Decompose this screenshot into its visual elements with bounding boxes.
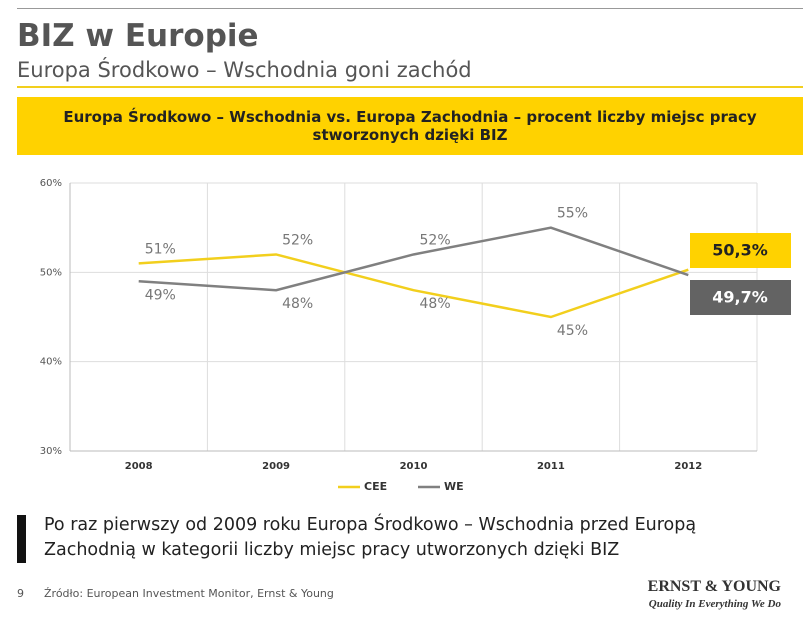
slide-title: BIZ w Europie: [17, 18, 259, 54]
page-number: 9: [17, 587, 24, 600]
conclusion: Po raz pierwszy od 2009 roku Europa Środ…: [44, 515, 697, 560]
y-tick-label: 40%: [40, 357, 62, 368]
value-label: 49%: [145, 287, 176, 303]
value-label-box: [690, 233, 791, 268]
value-label: 45%: [557, 323, 588, 339]
y-tick-label: 60%: [40, 178, 62, 189]
slide-subtitle: Europa Środkowo – Wschodnia goni zachód: [17, 58, 472, 82]
value-label: 49,7%: [712, 288, 768, 307]
x-tick-label: 2012: [674, 461, 702, 472]
value-label-box: [690, 280, 791, 315]
x-tick-label: 2009: [262, 461, 290, 472]
y-tick-label: 50%: [40, 267, 62, 278]
series-line: [138, 253, 689, 319]
y-tick-label: 30%: [40, 446, 62, 457]
value-label: 51%: [145, 241, 176, 257]
x-tick-label: 2008: [125, 461, 153, 472]
value-label: 55%: [557, 206, 588, 222]
value-label: 50,3%: [712, 241, 768, 260]
chart-title: Europa Środkowo – Wschodnia vs. Europa Z…: [17, 97, 803, 155]
value-label: 48%: [282, 296, 313, 312]
conclusion-bar: [17, 515, 26, 563]
legend-label: WE: [444, 480, 464, 493]
value-label: 52%: [420, 232, 451, 248]
yellow-rule: [17, 86, 803, 88]
source: Źródło: European Investment Monitor, Ern…: [44, 587, 334, 600]
x-tick-label: 2011: [537, 461, 565, 472]
series-line: [138, 226, 689, 292]
x-tick-label: 2010: [400, 461, 428, 472]
legend-label: CEE: [364, 480, 387, 493]
top-rule: [17, 8, 803, 9]
logo: ERNST & YOUNG: [647, 578, 781, 595]
tagline: Quality In Everything We Do: [648, 598, 781, 610]
value-label: 48%: [420, 296, 451, 312]
value-label: 52%: [282, 232, 313, 248]
